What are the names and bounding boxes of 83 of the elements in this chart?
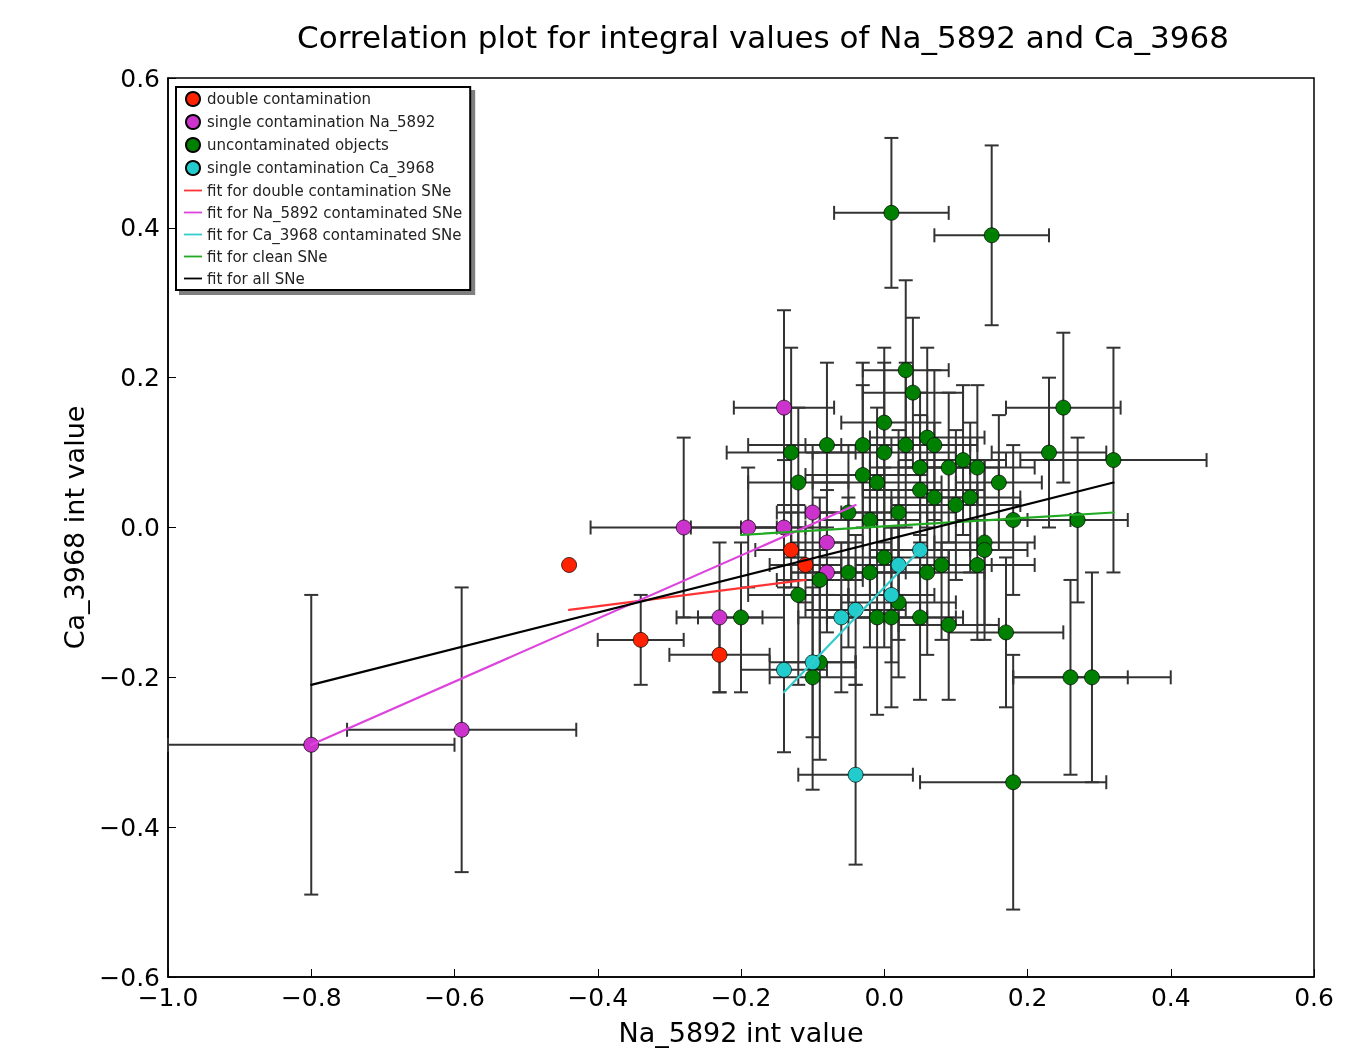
point: [912, 482, 928, 498]
point: [998, 624, 1014, 641]
point: [711, 609, 728, 626]
point: [833, 609, 850, 626]
y-tick-label: −0.4: [99, 812, 160, 842]
x-tick-label: 0.2: [1007, 983, 1048, 1012]
point: [955, 452, 971, 468]
point: [991, 474, 1007, 491]
point: [632, 632, 649, 648]
point: [883, 205, 900, 221]
point: [847, 766, 864, 783]
point: [940, 459, 957, 476]
point: [811, 572, 828, 588]
point: [905, 384, 921, 401]
x-tick-label: −0.6: [424, 983, 485, 1012]
point: [790, 474, 807, 491]
chart-title: Correlation plot for integral values of Na_5892 and Ca_3968: [297, 18, 1229, 55]
point: [1041, 444, 1057, 461]
point: [790, 587, 807, 603]
x-tick-label: −0.8: [280, 983, 342, 1012]
x-tick-label: 0.4: [1150, 983, 1191, 1012]
point: [883, 587, 900, 603]
y-tick-label: 0.2: [120, 363, 160, 393]
point: [969, 557, 986, 573]
point: [776, 662, 792, 678]
x-tick-label: −0.4: [567, 983, 629, 1012]
point: [840, 564, 857, 581]
legend-label: double contamination: [207, 90, 372, 108]
point: [675, 519, 692, 536]
y-tick-label: 0.4: [120, 213, 160, 243]
point: [711, 647, 728, 663]
point: [876, 414, 893, 431]
x-tick-label: −0.2: [710, 983, 772, 1012]
point: [804, 669, 821, 686]
point: [733, 609, 749, 626]
legend-label: uncontaminated objects: [207, 136, 390, 154]
legend-label: fit for Na_5892 contaminated SNe: [207, 203, 463, 223]
point: [740, 519, 757, 536]
point: [883, 609, 900, 626]
point: [912, 459, 928, 476]
point: [854, 467, 871, 483]
point: [969, 459, 986, 476]
point: [948, 497, 964, 513]
point: [819, 437, 835, 453]
x-tick-label: 0.0: [864, 983, 905, 1012]
point: [453, 721, 470, 738]
legend-label: fit for double contamination SNe: [207, 181, 452, 200]
y-tick-label: 0.0: [120, 513, 160, 542]
point: [926, 437, 943, 453]
x-axis-title: Na_5892 int value: [618, 1017, 864, 1048]
point: [876, 549, 893, 566]
point: [912, 609, 928, 626]
point: [983, 227, 1000, 244]
y-tick-label: −0.2: [99, 662, 160, 692]
legend-label: single contamination Ca_3968: [207, 159, 435, 178]
legend-label: fit for all SNe: [207, 269, 305, 288]
legend-label: fit for Ca_3968 contaminated SNe: [207, 225, 462, 245]
y-axis-title: Ca_3968 int value: [59, 405, 91, 650]
point: [933, 557, 950, 573]
point: [912, 542, 928, 558]
point: [897, 437, 914, 453]
point: [876, 444, 893, 461]
point: [1105, 452, 1122, 468]
y-tick-label: 0.6: [120, 63, 160, 93]
point: [1084, 669, 1100, 686]
point: [776, 399, 792, 416]
x-tick-label: 0.6: [1294, 983, 1334, 1012]
point: [1062, 669, 1079, 686]
point: [819, 534, 835, 551]
point: [869, 609, 885, 626]
point: [1055, 399, 1072, 416]
point: [926, 489, 943, 506]
point: [783, 444, 799, 461]
point: [897, 362, 914, 379]
point: [854, 437, 871, 453]
point: [862, 512, 878, 528]
point: [976, 542, 993, 558]
legend-label: fit for clean SNe: [207, 247, 328, 266]
point: [940, 617, 957, 633]
point: [561, 557, 577, 573]
legend-label: single contamination Na_5892: [207, 113, 436, 132]
point: [869, 474, 885, 491]
point: [1005, 774, 1022, 791]
